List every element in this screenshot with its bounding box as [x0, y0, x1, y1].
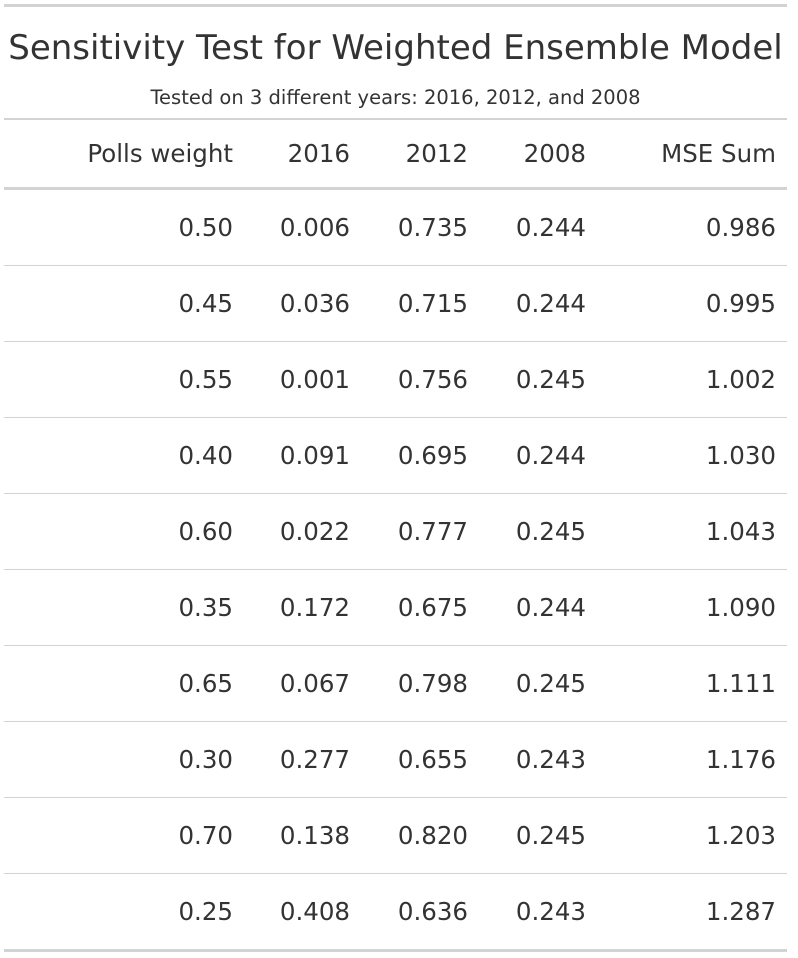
cell-2008: 0.245: [479, 493, 597, 570]
cell-polls-weight: 0.40: [4, 417, 244, 494]
cell-2012: 0.735: [361, 188, 479, 266]
sensitivity-table-container: Sensitivity Test for Weighted Ensemble M…: [4, 4, 787, 952]
cell-2016: 0.277: [244, 721, 361, 798]
cell-2008: 0.245: [479, 797, 597, 874]
cell-2016: 0.022: [244, 493, 361, 570]
cell-polls-weight: 0.30: [4, 721, 244, 798]
cell-polls-weight: 0.55: [4, 341, 244, 418]
cell-2008: 0.245: [479, 645, 597, 722]
cell-2016: 0.172: [244, 569, 361, 646]
cell-mse-sum: 1.111: [597, 645, 787, 722]
cell-mse-sum: 0.986: [597, 188, 787, 266]
cell-mse-sum: 1.287: [597, 873, 787, 952]
column-header-2012: 2012: [361, 120, 479, 190]
cell-mse-sum: 1.203: [597, 797, 787, 874]
column-header-polls-weight: Polls weight: [4, 120, 244, 190]
table-row: 0.65 0.067 0.798 0.245 1.111: [4, 645, 787, 722]
cell-2008: 0.244: [479, 188, 597, 266]
cell-2012: 0.756: [361, 341, 479, 418]
table-row: 0.35 0.172 0.675 0.244 1.090: [4, 569, 787, 646]
cell-2016: 0.036: [244, 265, 361, 342]
cell-2012: 0.675: [361, 569, 479, 646]
cell-2008: 0.245: [479, 341, 597, 418]
cell-2008: 0.244: [479, 265, 597, 342]
table-subtitle: Tested on 3 different years: 2016, 2012,…: [150, 86, 641, 109]
table-row: 0.30 0.277 0.655 0.243 1.176: [4, 721, 787, 798]
cell-2016: 0.001: [244, 341, 361, 418]
cell-2008: 0.243: [479, 873, 597, 952]
cell-mse-sum: 1.176: [597, 721, 787, 798]
cell-polls-weight: 0.35: [4, 569, 244, 646]
cell-2012: 0.695: [361, 417, 479, 494]
column-header-2008: 2008: [479, 120, 597, 190]
table-row: 0.50 0.006 0.735 0.244 0.986: [4, 188, 787, 266]
cell-polls-weight: 0.50: [4, 188, 244, 266]
table-row: 0.40 0.091 0.695 0.244 1.030: [4, 417, 787, 494]
cell-polls-weight: 0.70: [4, 797, 244, 874]
table-row: 0.45 0.036 0.715 0.244 0.995: [4, 265, 787, 342]
cell-2012: 0.820: [361, 797, 479, 874]
cell-2008: 0.244: [479, 569, 597, 646]
table-row: 0.60 0.022 0.777 0.245 1.043: [4, 493, 787, 570]
cell-2012: 0.798: [361, 645, 479, 722]
cell-2016: 0.006: [244, 188, 361, 266]
cell-2012: 0.636: [361, 873, 479, 952]
cell-2016: 0.067: [244, 645, 361, 722]
cell-polls-weight: 0.25: [4, 873, 244, 952]
top-rule: [4, 4, 787, 7]
cell-2012: 0.715: [361, 265, 479, 342]
cell-mse-sum: 1.043: [597, 493, 787, 570]
sensitivity-table: Polls weight 2016 2012 2008 MSE Sum 0.50…: [4, 120, 787, 952]
cell-polls-weight: 0.60: [4, 493, 244, 570]
table-row: 0.55 0.001 0.756 0.245 1.002: [4, 341, 787, 418]
header-row: Polls weight 2016 2012 2008 MSE Sum: [4, 120, 787, 190]
table-row: 0.25 0.408 0.636 0.243 1.287: [4, 873, 787, 952]
header-top-rule: [4, 118, 787, 120]
cell-mse-sum: 0.995: [597, 265, 787, 342]
cell-2008: 0.243: [479, 721, 597, 798]
cell-2016: 0.408: [244, 873, 361, 952]
cell-2016: 0.091: [244, 417, 361, 494]
cell-2016: 0.138: [244, 797, 361, 874]
cell-mse-sum: 1.002: [597, 341, 787, 418]
cell-2008: 0.244: [479, 417, 597, 494]
cell-polls-weight: 0.65: [4, 645, 244, 722]
cell-2012: 0.655: [361, 721, 479, 798]
cell-polls-weight: 0.45: [4, 265, 244, 342]
table-row: 0.70 0.138 0.820 0.245 1.203: [4, 797, 787, 874]
column-header-mse-sum: MSE Sum: [597, 120, 787, 190]
column-header-2016: 2016: [244, 120, 361, 190]
cell-2012: 0.777: [361, 493, 479, 570]
cell-mse-sum: 1.090: [597, 569, 787, 646]
cell-mse-sum: 1.030: [597, 417, 787, 494]
table-title: Sensitivity Test for Weighted Ensemble M…: [8, 28, 783, 68]
